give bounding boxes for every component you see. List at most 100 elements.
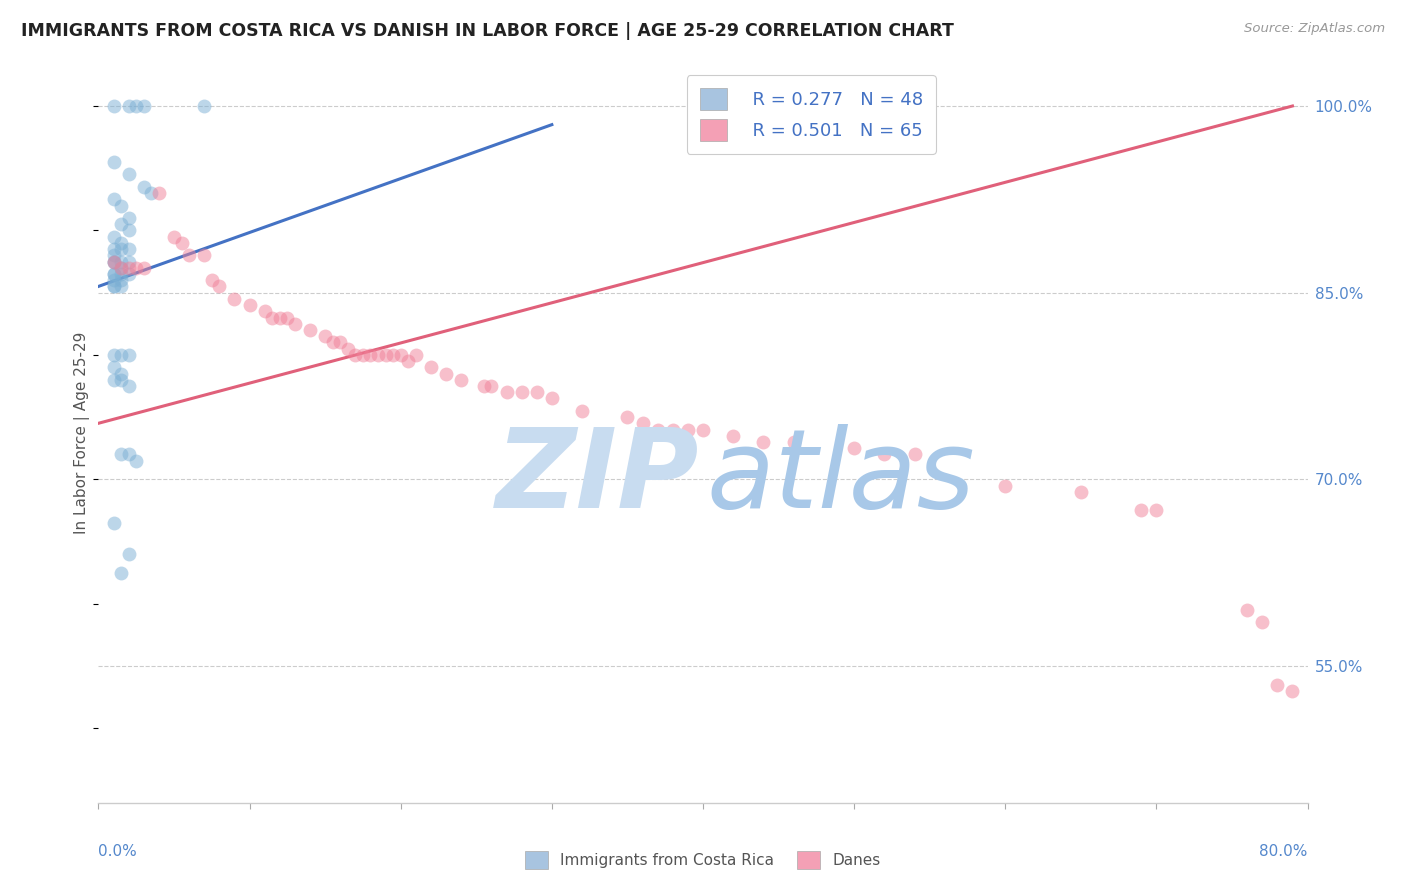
Text: IMMIGRANTS FROM COSTA RICA VS DANISH IN LABOR FORCE | AGE 25-29 CORRELATION CHAR: IMMIGRANTS FROM COSTA RICA VS DANISH IN … bbox=[21, 22, 953, 40]
Point bbox=[141, 186, 163, 200]
Point bbox=[170, 235, 193, 250]
Legend:   R = 0.277   N = 48,   R = 0.501   N = 65: R = 0.277 N = 48, R = 0.501 N = 65 bbox=[688, 75, 936, 153]
Point bbox=[269, 310, 291, 325]
Point bbox=[103, 155, 125, 169]
Point bbox=[110, 373, 132, 387]
Point bbox=[904, 447, 927, 461]
Point bbox=[783, 434, 806, 449]
Point bbox=[110, 447, 132, 461]
Point bbox=[631, 417, 654, 431]
Point bbox=[103, 279, 125, 293]
Point bbox=[118, 260, 141, 275]
Point bbox=[396, 354, 419, 368]
Legend: Immigrants from Costa Rica, Danes: Immigrants from Costa Rica, Danes bbox=[519, 845, 887, 875]
Point bbox=[472, 379, 495, 393]
Point bbox=[103, 229, 125, 244]
Point bbox=[103, 267, 125, 281]
Point bbox=[253, 304, 276, 318]
Point bbox=[1281, 683, 1303, 698]
Point bbox=[103, 267, 125, 281]
Point bbox=[1144, 503, 1167, 517]
Point bbox=[110, 267, 132, 281]
Point bbox=[118, 254, 141, 268]
Point bbox=[723, 428, 745, 442]
Point bbox=[661, 423, 683, 437]
Point bbox=[510, 385, 533, 400]
Point bbox=[103, 192, 125, 206]
Point bbox=[844, 441, 866, 455]
Point bbox=[110, 348, 132, 362]
Point bbox=[224, 292, 246, 306]
Point bbox=[374, 348, 396, 362]
Point bbox=[110, 254, 132, 268]
Point bbox=[276, 310, 298, 325]
Point bbox=[495, 385, 517, 400]
Point bbox=[1236, 603, 1258, 617]
Point bbox=[450, 373, 472, 387]
Point bbox=[873, 447, 896, 461]
Point bbox=[118, 348, 141, 362]
Point bbox=[132, 260, 155, 275]
Point bbox=[201, 273, 224, 287]
Point bbox=[103, 348, 125, 362]
Point bbox=[110, 235, 132, 250]
Text: ZIP: ZIP bbox=[496, 424, 699, 531]
Point bbox=[103, 360, 125, 375]
Point bbox=[118, 211, 141, 225]
Point bbox=[360, 348, 382, 362]
Point bbox=[118, 379, 141, 393]
Point bbox=[103, 248, 125, 262]
Point bbox=[125, 453, 148, 467]
Point bbox=[110, 242, 132, 256]
Point bbox=[125, 260, 148, 275]
Point bbox=[239, 298, 262, 312]
Point bbox=[481, 379, 503, 393]
Point bbox=[110, 273, 132, 287]
Point bbox=[103, 254, 125, 268]
Point bbox=[193, 99, 215, 113]
Point bbox=[389, 348, 412, 362]
Point bbox=[118, 223, 141, 237]
Point bbox=[103, 516, 125, 530]
Point bbox=[616, 410, 638, 425]
Point bbox=[110, 367, 132, 381]
Point bbox=[163, 229, 186, 244]
Point bbox=[125, 99, 148, 113]
Point bbox=[1130, 503, 1153, 517]
Point bbox=[110, 260, 132, 275]
Point bbox=[118, 99, 141, 113]
Point bbox=[110, 198, 132, 212]
Point bbox=[110, 566, 132, 580]
Point bbox=[110, 217, 132, 231]
Point bbox=[110, 279, 132, 293]
Point bbox=[118, 168, 141, 182]
Point bbox=[103, 254, 125, 268]
Point bbox=[118, 242, 141, 256]
Point bbox=[103, 279, 125, 293]
Text: atlas: atlas bbox=[707, 424, 976, 531]
Point bbox=[208, 279, 231, 293]
Point bbox=[193, 248, 215, 262]
Point bbox=[692, 423, 714, 437]
Point bbox=[1267, 677, 1289, 691]
Point bbox=[314, 329, 336, 343]
Point bbox=[103, 373, 125, 387]
Point bbox=[179, 248, 201, 262]
Point bbox=[103, 99, 125, 113]
Text: 80.0%: 80.0% bbox=[1260, 844, 1308, 858]
Point bbox=[676, 423, 699, 437]
Point bbox=[571, 404, 593, 418]
Point bbox=[103, 242, 125, 256]
Point bbox=[336, 342, 359, 356]
Point bbox=[132, 179, 155, 194]
Point bbox=[284, 317, 307, 331]
Point bbox=[118, 547, 141, 561]
Point bbox=[103, 254, 125, 268]
Text: 0.0%: 0.0% bbox=[98, 844, 138, 858]
Point bbox=[322, 335, 344, 350]
Point bbox=[118, 267, 141, 281]
Point bbox=[526, 385, 548, 400]
Point bbox=[1070, 484, 1092, 499]
Y-axis label: In Labor Force | Age 25-29: In Labor Force | Age 25-29 bbox=[75, 332, 90, 533]
Point bbox=[382, 348, 405, 362]
